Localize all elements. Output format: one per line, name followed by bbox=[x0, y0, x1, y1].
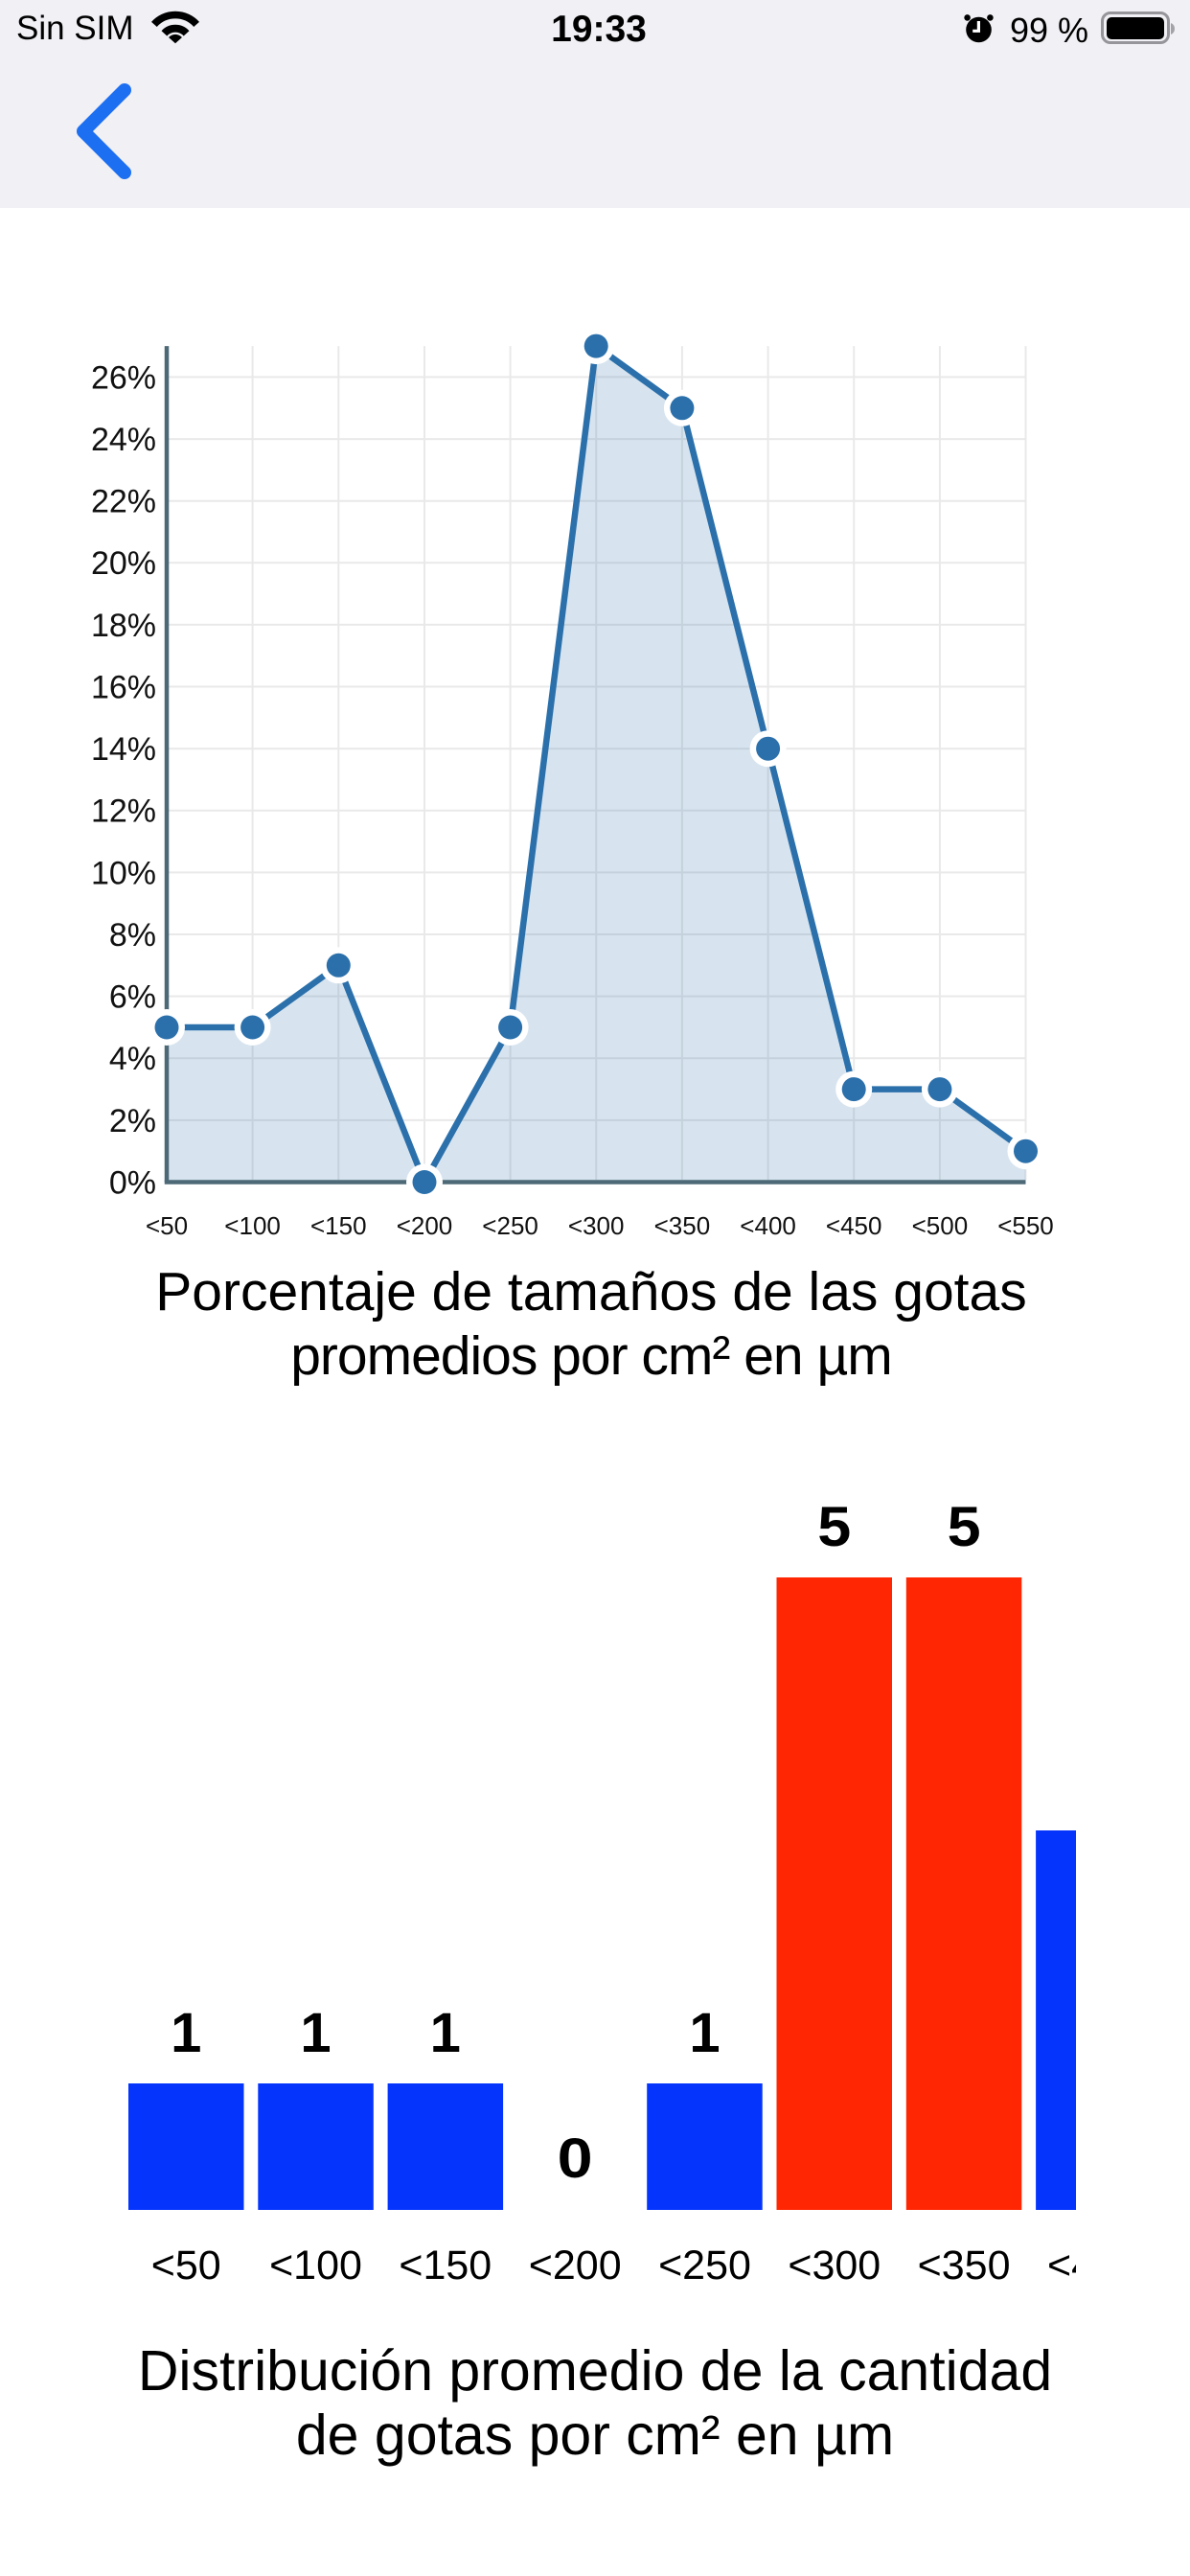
svg-text:6%: 6% bbox=[109, 979, 156, 1016]
svg-text:5: 5 bbox=[817, 1496, 851, 1558]
svg-text:<500: <500 bbox=[912, 1211, 969, 1240]
svg-text:<200: <200 bbox=[397, 1211, 453, 1240]
svg-text:<300: <300 bbox=[568, 1211, 625, 1240]
svg-text:<300: <300 bbox=[788, 2242, 881, 2288]
svg-text:<250: <250 bbox=[658, 2242, 751, 2288]
svg-text:<350: <350 bbox=[654, 1211, 711, 1240]
svg-text:10%: 10% bbox=[91, 855, 156, 891]
svg-text:20%: 20% bbox=[91, 545, 156, 582]
svg-text:4%: 4% bbox=[109, 1041, 156, 1077]
svg-text:<400: <400 bbox=[740, 1211, 796, 1240]
svg-text:<100: <100 bbox=[224, 1211, 281, 1240]
svg-text:<400: <400 bbox=[1047, 2242, 1140, 2288]
svg-text:0: 0 bbox=[558, 2128, 593, 2190]
svg-text:2%: 2% bbox=[109, 1103, 156, 1139]
svg-text:24%: 24% bbox=[91, 422, 156, 458]
svg-text:<150: <150 bbox=[310, 1211, 367, 1240]
svg-text:8%: 8% bbox=[109, 917, 156, 954]
svg-text:12%: 12% bbox=[91, 794, 156, 830]
svg-text:<50: <50 bbox=[146, 1211, 188, 1240]
svg-text:<200: <200 bbox=[529, 2242, 622, 2288]
svg-text:<150: <150 bbox=[399, 2242, 492, 2288]
svg-text:16%: 16% bbox=[91, 669, 156, 705]
svg-text:1: 1 bbox=[300, 2002, 331, 2064]
svg-text:<100: <100 bbox=[269, 2242, 362, 2288]
svg-text:18%: 18% bbox=[91, 608, 156, 644]
svg-text:1: 1 bbox=[171, 2002, 201, 2064]
svg-text:<50: <50 bbox=[151, 2242, 221, 2288]
svg-text:0%: 0% bbox=[109, 1164, 156, 1201]
svg-text:<250: <250 bbox=[482, 1211, 538, 1240]
svg-text:1: 1 bbox=[430, 2002, 461, 2064]
svg-text:26%: 26% bbox=[91, 359, 156, 396]
svg-text:<450: <450 bbox=[826, 1211, 882, 1240]
svg-text:5: 5 bbox=[948, 1496, 981, 1558]
svg-text:<350: <350 bbox=[918, 2242, 1011, 2288]
svg-text:14%: 14% bbox=[91, 731, 156, 768]
svg-text:<550: <550 bbox=[997, 1211, 1054, 1240]
svg-text:22%: 22% bbox=[91, 484, 156, 520]
svg-text:1: 1 bbox=[689, 2002, 720, 2064]
